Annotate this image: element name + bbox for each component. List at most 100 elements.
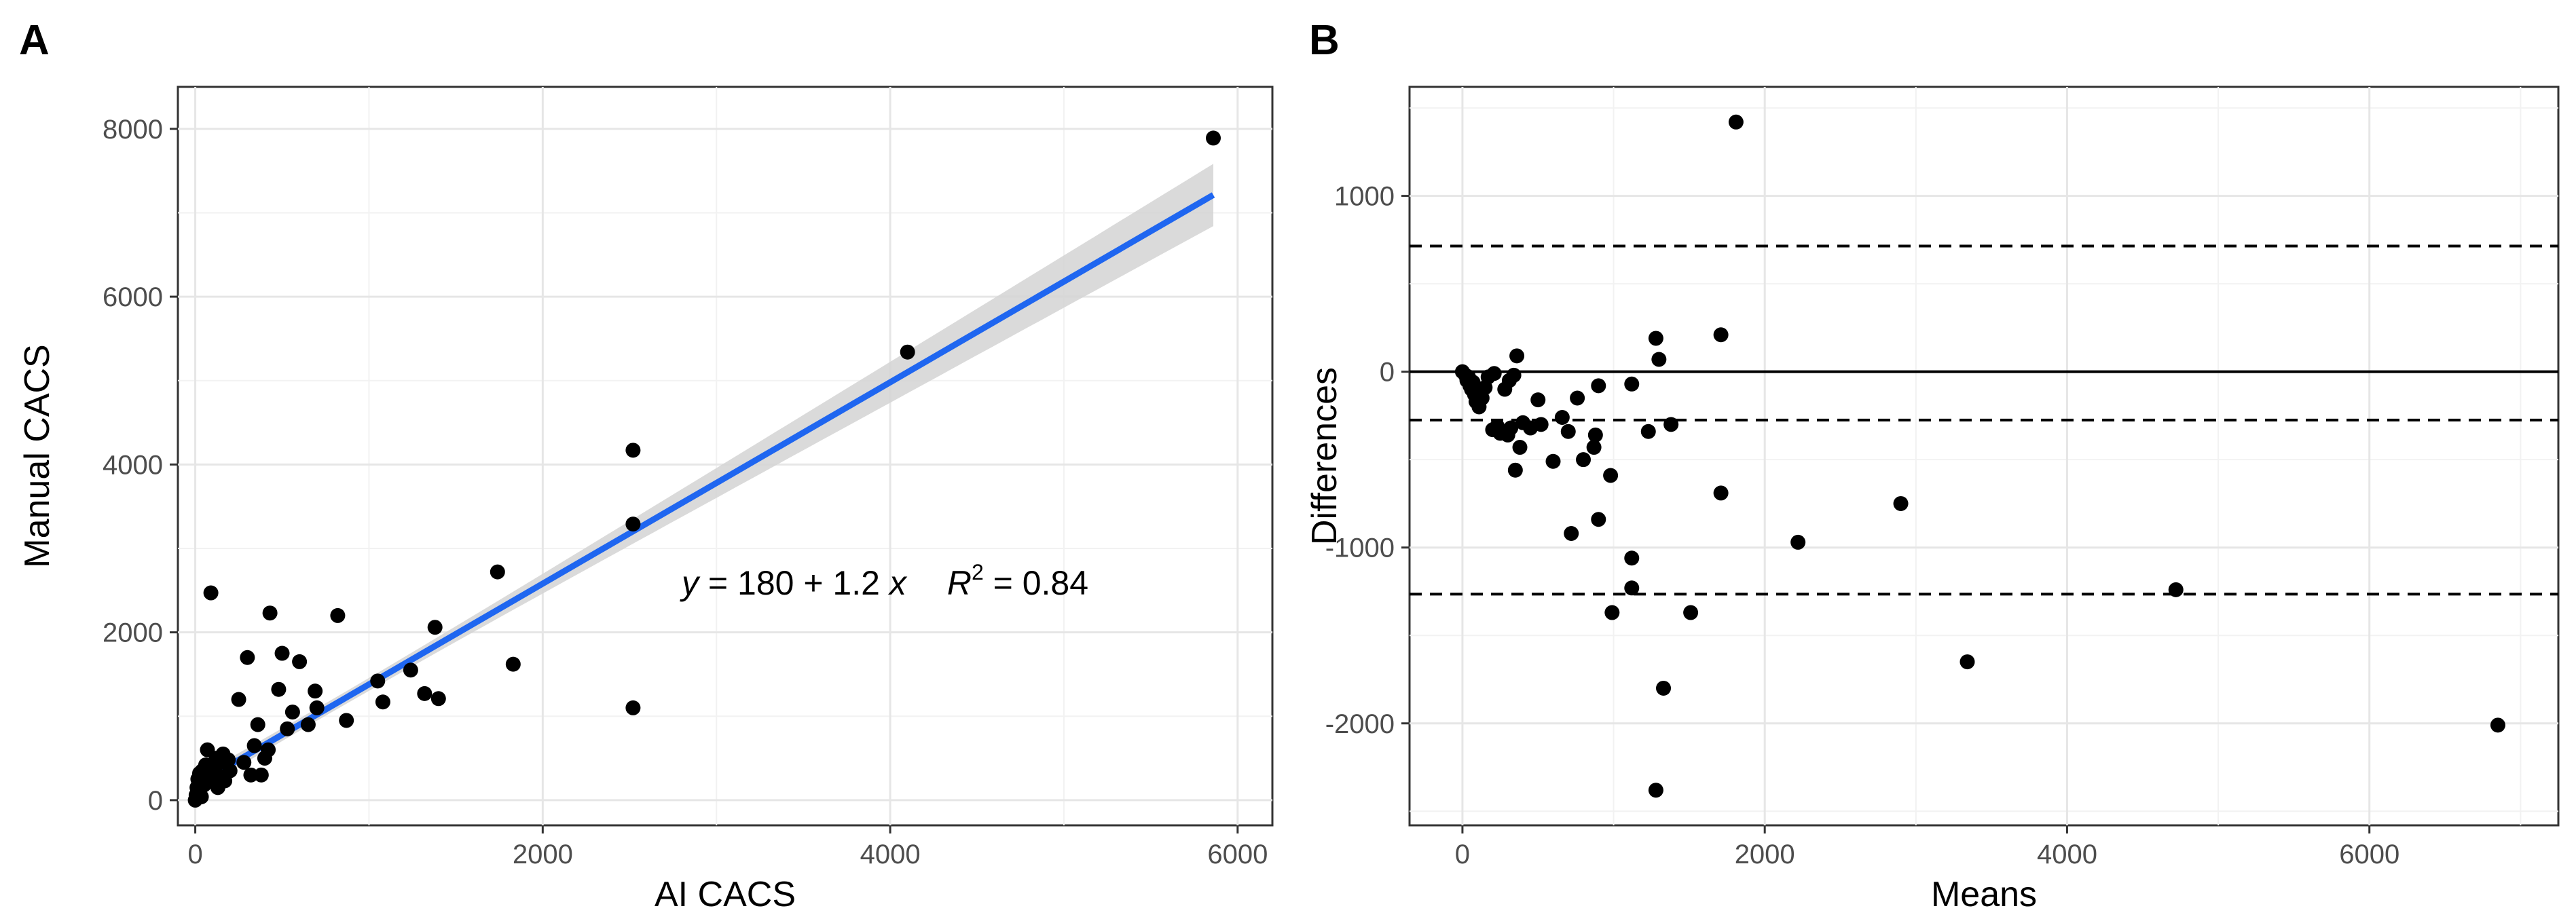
r-squared-symbol: R — [947, 564, 972, 602]
panel-a-data-point — [250, 717, 265, 732]
panel-a-data-point — [280, 721, 295, 736]
panel-b-data-point — [1570, 390, 1585, 406]
panel-a-data-point — [222, 763, 238, 779]
panel-a-letter: A — [19, 17, 50, 64]
panel-b-data-point — [2490, 717, 2505, 733]
panel-b-data-point — [1893, 495, 1909, 511]
panel-a-data-point — [253, 767, 269, 783]
equation-body: = 180 + 1.2 — [699, 564, 889, 602]
panel-a-data-point — [292, 654, 308, 669]
panel-a: A 0 2000 4000 6000 0 2000 4000 6000 8000 y = 180… — [18, 17, 1274, 914]
panel-a-data-point — [300, 717, 316, 732]
panel-a-y-tick-label: 0 — [148, 786, 163, 816]
panel-a-x-tick-label: 6000 — [1207, 840, 1268, 869]
panel-a-data-point — [274, 645, 290, 661]
panel-a-data-point — [309, 700, 325, 715]
panel-b-data-point — [1656, 680, 1672, 696]
panel-a-x-tick-label: 2000 — [513, 840, 573, 869]
panel-a-x-tick-label: 0 — [187, 840, 202, 869]
panel-b-x-tick-label: 0 — [1455, 840, 1470, 869]
panel-a-y-tick-label: 4000 — [103, 450, 163, 480]
panel-a-grid — [178, 87, 1272, 825]
panel-a-data-point — [375, 694, 390, 710]
panel-a-data-point — [330, 607, 346, 623]
panel-a-regression-equation: y = 180 + 1.2 x R2 = 0.84 — [680, 560, 1088, 602]
panel-b-data-point — [1560, 424, 1576, 439]
panel-b-data-point — [1651, 352, 1667, 367]
panel-a-data-point — [900, 344, 915, 360]
panel-a-data-point — [240, 650, 255, 665]
panel-a-data-point — [262, 605, 278, 621]
panel-a-data-point — [231, 692, 246, 707]
panel-a-data-point — [236, 755, 252, 770]
panel-b-x-axis-title: Means — [1931, 875, 2037, 914]
panel-b-data-point — [1959, 654, 1975, 670]
panel-a-data-point — [625, 700, 641, 715]
panel-a-ticks: 0 2000 4000 6000 0 2000 4000 6000 8000 — [103, 115, 1268, 869]
panel-b-data-point — [1624, 550, 1640, 566]
panel-b-data-point — [1512, 440, 1528, 455]
panel-b-y-tick-label: 0 — [1380, 358, 1395, 388]
panel-a-data-point — [271, 681, 287, 697]
r-squared-value: = 0.84 — [984, 564, 1088, 602]
r-squared-exponent: 2 — [972, 560, 984, 584]
panel-b-x-tick-label: 6000 — [2339, 840, 2399, 869]
panel-a-x-tick-label: 4000 — [860, 840, 921, 869]
panel-b-plot-area — [1408, 86, 2560, 827]
panel-b-data-point — [1624, 376, 1640, 392]
panel-a-data-point — [427, 620, 443, 635]
panel-b-y-tick-label: -2000 — [1325, 709, 1395, 739]
panel-b-points — [1454, 114, 2505, 798]
panel-b-x-tick-label: 2000 — [1735, 840, 1795, 869]
panel-b-data-point — [1648, 331, 1663, 346]
panel-a-data-point — [370, 673, 386, 689]
panel-b-y-tick-label: 1000 — [1334, 182, 1395, 212]
panel-b-data-point — [1591, 378, 1606, 394]
panel-b-reference-lines — [1410, 244, 2558, 596]
panel-b-data-point — [1586, 440, 1602, 455]
panel-b-ticks: 0 2000 4000 6000 -2000 -1000 0 1000 — [1325, 182, 2400, 869]
panel-a-y-axis-title: Manual CACS — [18, 344, 57, 567]
panel-b-data-point — [1591, 512, 1606, 527]
panel-a-data-point — [246, 738, 262, 753]
panel-b-data-point — [1530, 392, 1546, 408]
panel-b: B 0 2000 4000 6000 -2000 -1000 0 1000 Means Dif… — [1305, 17, 2560, 914]
panel-a-data-point — [308, 683, 323, 699]
panel-a-data-point — [194, 789, 209, 804]
panel-b-x-tick-label: 4000 — [2037, 840, 2097, 869]
panel-a-y-tick-label: 6000 — [103, 282, 163, 312]
panel-b-data-point — [1486, 366, 1502, 381]
panel-b-data-point — [1503, 420, 1519, 436]
panel-b-data-point — [1728, 114, 1744, 130]
panel-a-points — [187, 130, 1221, 808]
panel-b-data-point — [1648, 783, 1663, 798]
panel-b-y-tick-label: -1000 — [1325, 533, 1395, 563]
panel-b-data-point — [1663, 417, 1679, 432]
panel-b-data-point — [1604, 605, 1620, 620]
panel-b-data-point — [1713, 485, 1729, 501]
panel-a-data-point — [243, 767, 259, 783]
panel-a-data-point — [430, 691, 446, 707]
panel-a-data-point — [1206, 130, 1221, 146]
panel-a-data-point — [203, 585, 219, 601]
panel-b-data-point — [2168, 582, 2184, 597]
equation-y-variable: y — [680, 564, 701, 602]
panel-a-data-point — [505, 656, 521, 672]
panel-b-data-point — [1545, 453, 1561, 469]
panel-a-data-point — [417, 686, 433, 701]
panel-b-data-point — [1564, 525, 1579, 541]
panel-a-y-tick-label: 2000 — [103, 618, 163, 648]
panel-a-x-axis-title: AI CACS — [655, 875, 796, 914]
panel-a-data-point — [490, 564, 505, 580]
panel-b-data-point — [1587, 427, 1603, 443]
panel-a-regression-line — [194, 192, 1215, 788]
panel-a-data-point — [261, 742, 276, 757]
panel-a-data-point — [625, 443, 641, 458]
panel-a-data-point — [284, 705, 300, 720]
panel-b-data-point — [1509, 348, 1525, 364]
panel-b-data-point — [1683, 605, 1699, 620]
panel-a-data-point — [339, 713, 354, 728]
panel-b-data-point — [1713, 327, 1729, 343]
panel-b-data-point — [1790, 534, 1806, 550]
